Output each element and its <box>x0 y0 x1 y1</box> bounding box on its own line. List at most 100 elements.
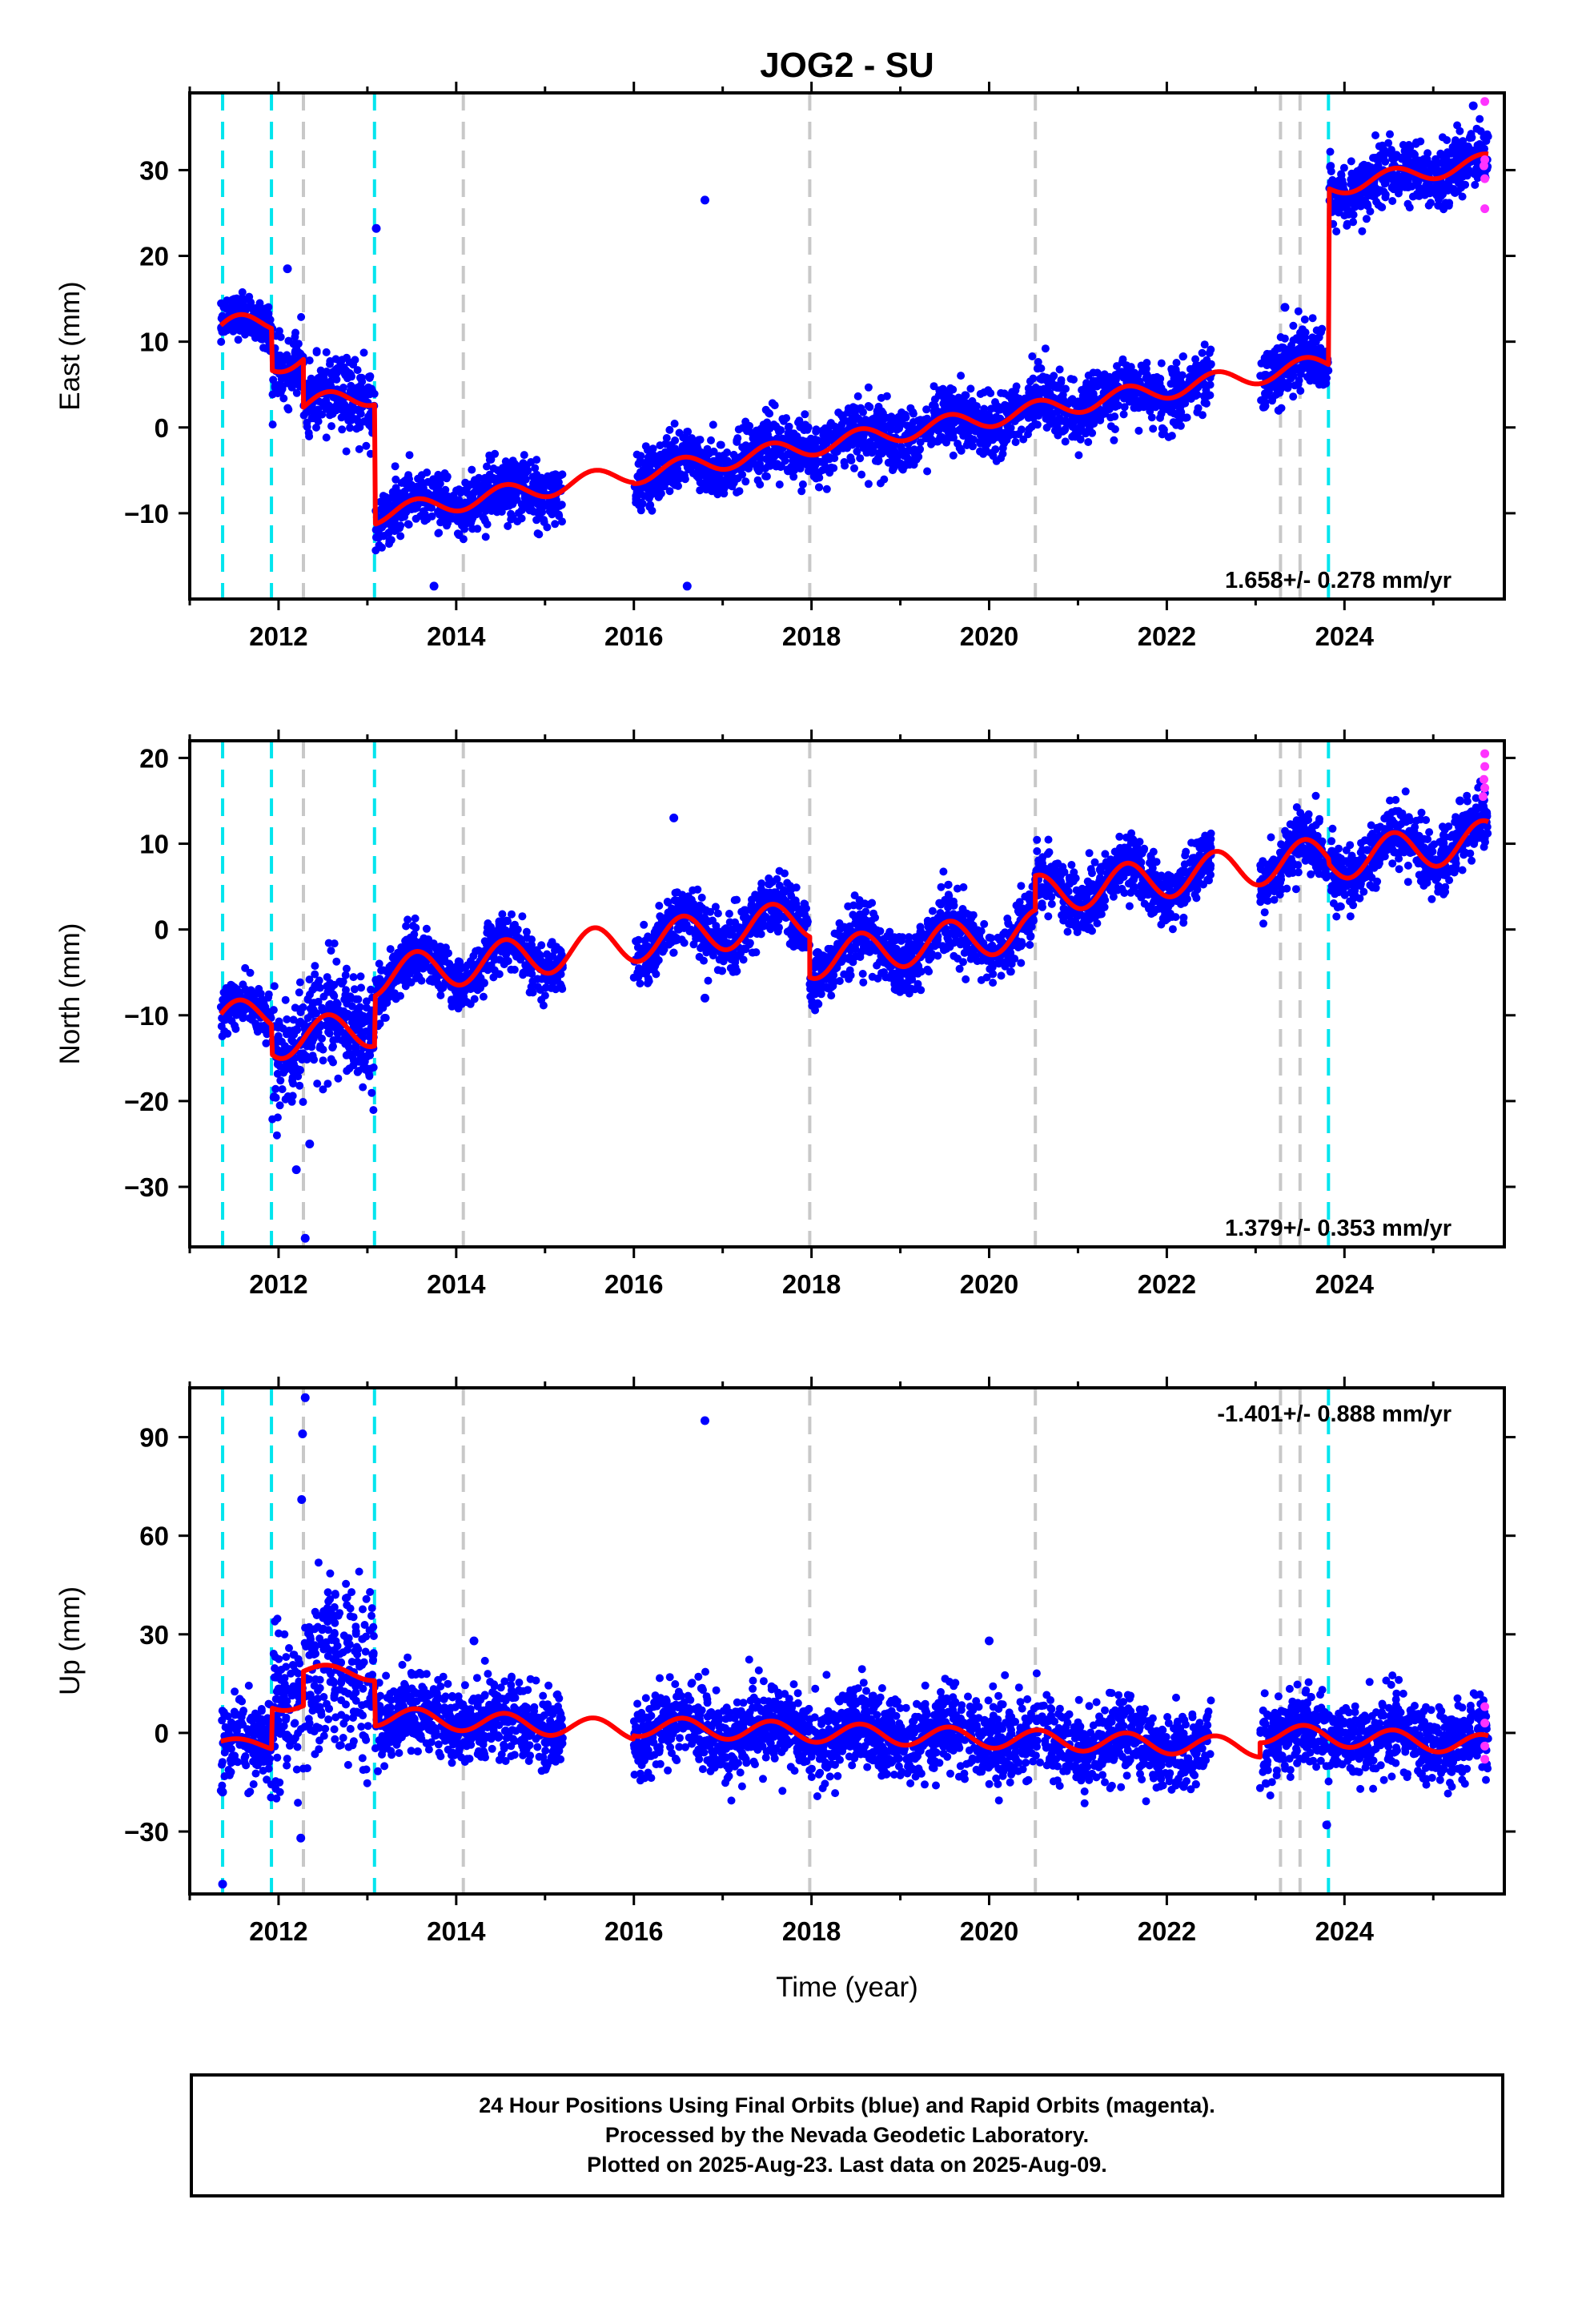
data-point <box>370 389 379 398</box>
data-point <box>1381 158 1390 166</box>
data-point <box>965 427 974 436</box>
data-point <box>519 459 528 468</box>
data-point <box>219 1014 227 1023</box>
data-point <box>1038 376 1046 384</box>
data-point <box>754 464 762 473</box>
data-point <box>1404 151 1413 160</box>
data-point <box>948 394 957 403</box>
data-point <box>380 1014 389 1022</box>
data-point <box>1087 384 1096 393</box>
data-point <box>1125 368 1134 377</box>
data-point <box>795 416 804 425</box>
data-point <box>1057 376 1066 384</box>
y-tick-label: 30 <box>139 155 169 185</box>
data-point <box>1347 157 1355 166</box>
data-point <box>312 347 321 356</box>
data-point <box>471 476 479 485</box>
data-point <box>283 379 292 388</box>
data-point <box>341 991 350 999</box>
data-point <box>1371 131 1379 139</box>
data-point <box>1039 403 1048 412</box>
data-point <box>362 1053 371 1062</box>
data-point <box>1461 180 1470 189</box>
data-point <box>396 532 405 541</box>
data-point <box>1014 395 1023 403</box>
data-point <box>983 440 992 448</box>
data-point <box>1110 425 1119 433</box>
data-point <box>275 351 284 360</box>
data-point <box>1011 438 1020 446</box>
data-point <box>1476 115 1484 123</box>
data-point <box>332 375 341 384</box>
data-point <box>520 501 528 510</box>
data-point <box>664 448 673 456</box>
data-point <box>461 478 470 487</box>
data-point <box>300 1020 309 1028</box>
data-point <box>1055 365 1064 374</box>
data-point <box>1082 429 1090 438</box>
data-point <box>694 436 703 444</box>
data-point <box>1423 149 1432 158</box>
data-point <box>1074 451 1083 460</box>
data-point <box>1145 397 1154 406</box>
data-point <box>864 383 873 392</box>
data-point <box>419 480 428 489</box>
data-point <box>877 393 885 402</box>
data-point <box>1456 127 1464 135</box>
data-point <box>1439 184 1447 193</box>
data-point <box>292 388 301 397</box>
data-point <box>468 465 476 474</box>
data-point <box>1411 155 1420 164</box>
data-point <box>241 963 250 972</box>
data-point <box>889 456 897 465</box>
data-point <box>1093 368 1102 377</box>
data-point <box>1320 368 1329 377</box>
data-point <box>1006 424 1015 432</box>
data-point <box>338 425 347 434</box>
data-point <box>502 460 511 468</box>
data-point <box>1117 371 1126 380</box>
data-point <box>1470 170 1479 179</box>
data-point <box>318 1034 326 1043</box>
data-point <box>1471 180 1480 189</box>
data-point <box>501 926 510 935</box>
data-point <box>1351 203 1359 211</box>
data-point <box>353 1068 362 1076</box>
data-point <box>297 312 306 321</box>
data-point <box>1198 348 1207 357</box>
data-point <box>496 472 504 481</box>
data-point <box>1275 344 1284 352</box>
data-point <box>1381 179 1390 187</box>
data-point <box>847 456 856 464</box>
data-point <box>813 468 822 477</box>
data-point <box>827 463 836 472</box>
data-point <box>404 520 412 529</box>
data-point <box>986 389 995 397</box>
data-point <box>312 423 320 432</box>
data-point <box>421 514 430 523</box>
data-point <box>853 392 862 400</box>
data-point <box>688 434 697 443</box>
data-point <box>387 536 396 545</box>
data-point <box>295 978 304 987</box>
data-point <box>1384 139 1393 147</box>
rapid-point <box>1480 174 1490 183</box>
data-point <box>717 440 725 449</box>
data-point <box>396 521 405 530</box>
data-point <box>217 337 226 346</box>
data-point <box>862 448 871 457</box>
data-point <box>268 420 277 429</box>
data-point <box>1468 101 1478 111</box>
data-point <box>741 444 749 452</box>
data-point <box>311 962 319 971</box>
data-point <box>528 935 536 944</box>
data-point <box>334 1074 343 1083</box>
data-point <box>508 910 516 919</box>
data-point <box>1277 376 1286 384</box>
data-point <box>551 520 560 529</box>
data-point <box>427 504 436 512</box>
data-point <box>1316 344 1325 352</box>
data-point <box>877 423 885 431</box>
data-point <box>359 1083 367 1092</box>
data-point <box>1167 364 1176 373</box>
